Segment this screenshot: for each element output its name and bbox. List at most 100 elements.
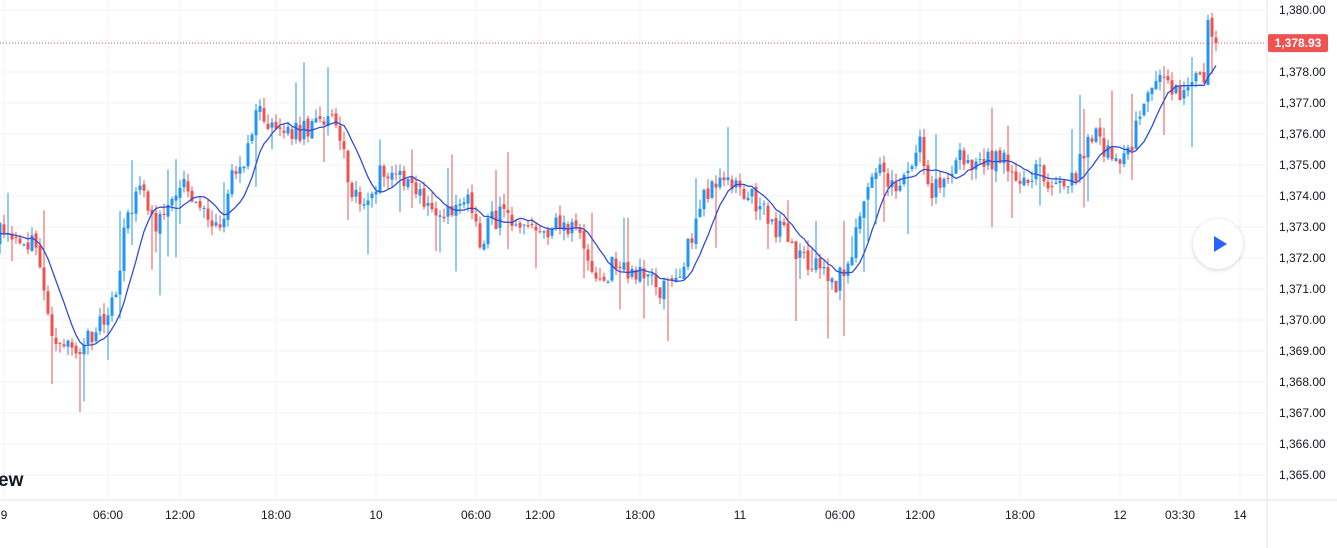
- candle-body: [942, 178, 946, 188]
- candle: [94, 327, 98, 344]
- candle: [1114, 153, 1118, 163]
- candle: [38, 238, 42, 269]
- play-button[interactable]: [1193, 219, 1243, 269]
- candle: [50, 306, 54, 385]
- candle: [170, 196, 174, 212]
- candle-body: [198, 201, 202, 208]
- candle-body: [1094, 128, 1098, 142]
- candle: [534, 222, 538, 269]
- candle: [834, 280, 838, 294]
- candle-body: [1178, 85, 1182, 101]
- candle-body: [1006, 154, 1010, 172]
- candle: [126, 209, 130, 234]
- candle-body: [14, 237, 18, 239]
- candle: [1146, 90, 1150, 112]
- candle-body: [974, 161, 978, 170]
- candle-body: [122, 227, 126, 271]
- time-axis[interactable]: 9 06:00 12:00 18:00 10 06:00 12:00 18:00 11 06:00…: [1, 508, 1247, 522]
- candle: [370, 191, 374, 208]
- candle-body: [822, 267, 826, 269]
- candle: [854, 218, 858, 263]
- candle-body: [1026, 179, 1030, 183]
- x-tick-label: 06:00: [461, 508, 491, 522]
- candle-body: [530, 224, 534, 226]
- candle: [166, 169, 170, 257]
- candle-body: [1182, 90, 1186, 99]
- candle-body: [278, 127, 282, 129]
- candle: [134, 186, 138, 222]
- candle-body: [1122, 153, 1126, 165]
- candle: [962, 147, 966, 170]
- candle-body: [646, 274, 650, 277]
- candle: [686, 238, 690, 271]
- candle: [306, 115, 310, 143]
- x-tick-label: 18:00: [261, 508, 291, 522]
- candle: [1202, 62, 1206, 84]
- candle-body: [990, 150, 994, 170]
- candle-body: [850, 257, 854, 266]
- candle-body: [394, 173, 398, 175]
- candle-body: [10, 233, 14, 240]
- candle-body: [718, 177, 722, 188]
- candle-body: [230, 170, 234, 195]
- candle: [690, 233, 694, 250]
- x-tick-label: 10: [369, 508, 383, 522]
- candle: [278, 118, 282, 137]
- candle-body: [642, 268, 646, 279]
- candle: [1026, 178, 1030, 186]
- candle-body: [758, 206, 762, 210]
- candle: [246, 134, 250, 170]
- candle: [290, 126, 294, 146]
- candle-body: [50, 314, 54, 336]
- candle: [886, 168, 890, 197]
- candle-body: [202, 207, 206, 209]
- candle: [1014, 162, 1018, 182]
- candle: [1062, 179, 1066, 190]
- candle: [542, 229, 546, 239]
- candle: [1046, 173, 1050, 193]
- candle: [782, 217, 786, 227]
- candle-body: [866, 187, 870, 200]
- candle: [558, 205, 562, 235]
- candle: [922, 128, 926, 175]
- candle: [446, 167, 450, 225]
- candle: [266, 114, 270, 131]
- candle: [1006, 125, 1010, 182]
- candle: [158, 210, 162, 296]
- candle: [398, 164, 402, 213]
- candle-body: [1090, 138, 1094, 142]
- candle: [590, 212, 594, 274]
- candle-body: [630, 268, 634, 277]
- candle: [1154, 70, 1158, 90]
- candle: [662, 277, 666, 310]
- candle: [518, 220, 522, 234]
- candle-body: [386, 176, 390, 179]
- candle: [138, 176, 142, 195]
- candle: [770, 218, 774, 225]
- candle: [730, 175, 734, 194]
- candle-body: [2, 224, 6, 235]
- y-tick-label: 1,373.00: [1279, 220, 1326, 234]
- last-price-tag: 1,378.93: [1268, 34, 1328, 53]
- candle-body: [254, 110, 258, 136]
- candle: [358, 186, 362, 212]
- candle-body: [518, 222, 522, 228]
- candle: [1182, 81, 1186, 106]
- candle-body: [42, 267, 46, 291]
- candle-body: [190, 190, 194, 202]
- candle-body: [554, 217, 558, 228]
- candle-body: [446, 206, 450, 217]
- candle-body: [1186, 87, 1190, 91]
- candle: [1194, 71, 1198, 88]
- candle: [1174, 83, 1178, 95]
- candle: [1042, 164, 1046, 187]
- candle-body: [610, 256, 614, 281]
- candle: [966, 154, 970, 165]
- last-price-label: 1,378.93: [1275, 36, 1322, 50]
- candle: [374, 185, 378, 204]
- candle: [426, 195, 430, 216]
- candle-body: [858, 216, 862, 229]
